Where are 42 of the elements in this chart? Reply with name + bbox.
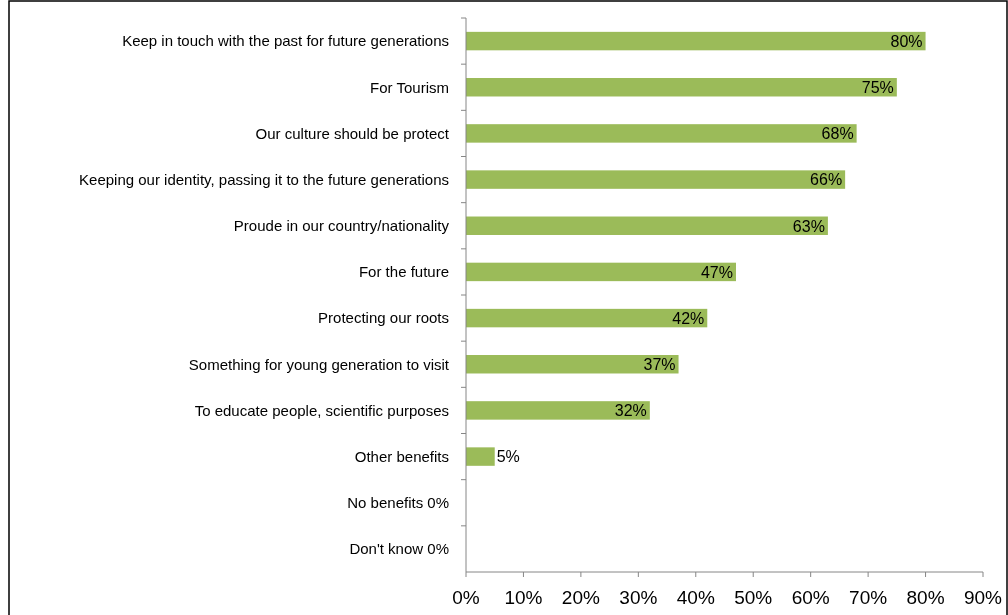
bar bbox=[466, 401, 650, 420]
data-label: 68% bbox=[821, 125, 854, 143]
data-label: 66% bbox=[810, 171, 843, 189]
data-label: 37% bbox=[643, 356, 676, 374]
y-tick-label: Other benefits bbox=[354, 447, 449, 465]
bar bbox=[466, 78, 897, 97]
data-label: 75% bbox=[861, 79, 894, 97]
data-label: 63% bbox=[792, 217, 825, 235]
x-tick-label: 60% bbox=[791, 587, 830, 608]
bar bbox=[466, 447, 495, 466]
y-tick-label: Something for young generation to visit bbox=[188, 355, 450, 373]
x-tick-label: 40% bbox=[676, 587, 715, 608]
y-tick-label: To educate people, scientific purposes bbox=[194, 401, 449, 419]
bar bbox=[466, 216, 828, 235]
bar bbox=[466, 355, 679, 374]
y-tick-label: Proude in our country/nationality bbox=[233, 217, 450, 235]
y-tick-label: Keep in touch with the past for future generations bbox=[122, 32, 449, 50]
x-tick-label: 50% bbox=[734, 587, 773, 608]
bar bbox=[466, 124, 857, 143]
data-label: 5% bbox=[496, 448, 520, 466]
bar bbox=[466, 31, 926, 51]
y-tick-label: No benefits 0% bbox=[347, 494, 449, 512]
y-tick-label: Keeping our identity, passing it to the future generations bbox=[79, 170, 449, 188]
bar bbox=[466, 262, 736, 282]
data-label: 80% bbox=[890, 32, 923, 50]
bar bbox=[466, 170, 846, 189]
x-tick-label: 80% bbox=[906, 587, 945, 608]
bar bbox=[466, 308, 708, 328]
y-tick-label: Don't know 0% bbox=[349, 540, 449, 558]
x-tick-label: 30% bbox=[619, 587, 658, 608]
x-tick-label: 90% bbox=[963, 587, 1003, 608]
y-tick-label: For the future bbox=[358, 263, 449, 281]
x-tick-label: 0% bbox=[452, 587, 480, 608]
y-tick-label: Our culture should be protect bbox=[255, 124, 450, 142]
x-tick-label: 70% bbox=[849, 587, 888, 608]
y-tick-label: Protecting our roots bbox=[318, 309, 449, 327]
x-tick-label: 20% bbox=[561, 587, 601, 608]
data-label: 42% bbox=[672, 309, 705, 327]
data-label: 32% bbox=[614, 402, 647, 420]
data-label: 47% bbox=[700, 263, 733, 281]
y-tick-label: For Tourism bbox=[370, 78, 449, 96]
x-tick-label: 10% bbox=[504, 587, 543, 608]
